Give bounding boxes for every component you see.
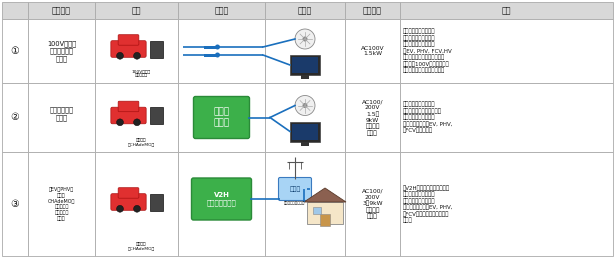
Bar xyxy=(290,55,320,75)
Circle shape xyxy=(215,52,220,58)
Text: 100V電源用
コンセントか
ら給電: 100V電源用 コンセントか ら給電 xyxy=(47,40,76,62)
Bar xyxy=(28,83,95,152)
Text: （本建物に一対で）: （本建物に一対で） xyxy=(284,201,306,205)
Text: 給電端子
（CHAdeMO）: 給電端子 （CHAdeMO） xyxy=(128,242,155,250)
Text: 電源: 電源 xyxy=(132,6,141,15)
Text: AC100/
200V
1.5～
9kW
（機器に
よる）: AC100/ 200V 1.5～ 9kW （機器に よる） xyxy=(362,99,383,135)
Circle shape xyxy=(117,205,124,212)
Bar xyxy=(178,83,265,152)
Bar xyxy=(265,83,345,152)
FancyBboxPatch shape xyxy=(118,35,139,45)
Circle shape xyxy=(133,205,140,212)
FancyBboxPatch shape xyxy=(111,41,146,57)
Text: 給電端子
（CHAdeMO）: 給電端子 （CHAdeMO） xyxy=(128,138,155,146)
FancyBboxPatch shape xyxy=(279,178,312,200)
FancyBboxPatch shape xyxy=(118,188,139,198)
Circle shape xyxy=(133,119,140,126)
Bar xyxy=(400,19,613,83)
FancyBboxPatch shape xyxy=(118,101,139,112)
Bar xyxy=(204,45,218,49)
Bar xyxy=(178,2,265,19)
Text: ③: ③ xyxy=(10,199,20,209)
Bar xyxy=(265,152,345,256)
Text: ・車本体のみで給電可
・設置・配線工事不要
・出力が比較的小さい
・EV, PHV, FCV,HV
　（メーカーオプション等に
　より、100V電源用コンセ
　: ・車本体のみで給電可 ・設置・配線工事不要 ・出力が比較的小さい ・EV, PH… xyxy=(403,29,452,73)
Bar xyxy=(2,2,28,19)
Text: （EV・PHVの
場合は
CHAdeMO急
速充電端子
を給電用に
共有）: （EV・PHVの 場合は CHAdeMO急 速充電端子 を給電用に 共有） xyxy=(48,187,75,221)
Bar xyxy=(149,41,164,58)
Circle shape xyxy=(215,44,220,50)
Bar xyxy=(95,83,178,152)
Bar xyxy=(292,124,318,140)
Bar xyxy=(28,152,95,256)
FancyBboxPatch shape xyxy=(111,194,146,210)
Bar xyxy=(28,2,95,19)
Circle shape xyxy=(295,95,315,116)
Bar xyxy=(95,2,178,19)
Bar xyxy=(2,83,28,152)
Bar xyxy=(345,2,400,19)
Circle shape xyxy=(133,52,140,59)
Bar xyxy=(400,152,613,256)
Circle shape xyxy=(303,36,308,42)
Text: 備考: 備考 xyxy=(502,6,511,15)
Text: V2H
（充放電設備）: V2H （充放電設備） xyxy=(207,192,236,206)
Text: AC100/
200V
3～9kW
（機器に
よる）: AC100/ 200V 3～9kW （機器に よる） xyxy=(362,189,383,219)
Bar xyxy=(149,107,164,124)
Text: ・V2H（充放電設備）が必要
・建物への直接給電可
・設置・配線工事必要
・給電端子を持つEV, PHV,
　FCVが一定の条件下で対応
　可能: ・V2H（充放電設備）が必要 ・建物への直接給電可 ・設置・配線工事必要 ・給電… xyxy=(403,185,453,223)
Bar xyxy=(149,194,164,211)
Bar xyxy=(345,83,400,152)
Bar xyxy=(204,53,218,57)
Text: 給電器: 給電器 xyxy=(215,6,229,15)
Bar xyxy=(345,152,400,256)
Bar xyxy=(345,19,400,83)
Bar xyxy=(400,83,613,152)
Text: AC100V
1.5kW: AC100V 1.5kW xyxy=(360,46,384,57)
Text: 最大出力: 最大出力 xyxy=(363,6,382,15)
Bar xyxy=(320,214,330,226)
Bar xyxy=(301,141,309,146)
Text: ①: ① xyxy=(10,46,20,56)
FancyBboxPatch shape xyxy=(111,107,146,124)
Circle shape xyxy=(295,29,315,49)
Text: 分電盤: 分電盤 xyxy=(290,186,301,192)
Bar xyxy=(307,202,343,224)
Bar xyxy=(178,152,265,256)
Text: ・可搬型給電器が必要
・可搬型でどこでも給電可
・設置・配線工事不要
・給電端子を持つEV, PHV,
　FCVが対応可能: ・可搬型給電器が必要 ・可搬型でどこでも給電可 ・設置・配線工事不要 ・給電端子… xyxy=(403,102,453,133)
Text: その他: その他 xyxy=(298,6,312,15)
Bar xyxy=(265,2,345,19)
Bar xyxy=(290,122,320,141)
Bar xyxy=(400,2,613,19)
Circle shape xyxy=(303,103,308,108)
Polygon shape xyxy=(304,188,346,202)
Bar xyxy=(2,19,28,83)
Text: 給電方法: 給電方法 xyxy=(52,6,71,15)
Bar xyxy=(95,152,178,256)
Bar xyxy=(292,57,318,73)
Text: 100V電源用
コンセント: 100V電源用 コンセント xyxy=(132,69,151,77)
Text: 可搬型
給電器: 可搬型 給電器 xyxy=(213,108,229,127)
FancyBboxPatch shape xyxy=(194,96,250,139)
Bar xyxy=(28,19,95,83)
Bar xyxy=(301,75,309,79)
Bar xyxy=(265,19,345,83)
Bar xyxy=(178,19,265,83)
FancyBboxPatch shape xyxy=(191,178,252,220)
Bar xyxy=(313,207,321,214)
Bar xyxy=(2,152,28,256)
Circle shape xyxy=(117,119,124,126)
Circle shape xyxy=(117,52,124,59)
Bar xyxy=(95,19,178,83)
Text: 給電端子から
ら給電: 給電端子から ら給電 xyxy=(49,106,74,120)
Text: ②: ② xyxy=(10,112,20,123)
